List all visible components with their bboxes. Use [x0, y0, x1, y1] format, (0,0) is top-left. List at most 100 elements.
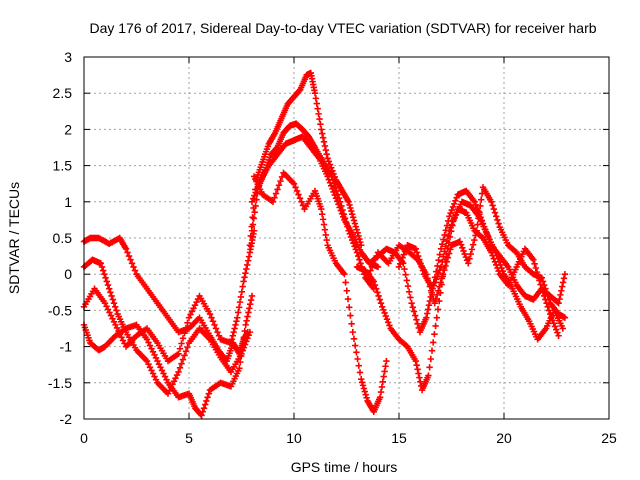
data-point	[98, 263, 106, 271]
data-point	[374, 289, 381, 296]
data-point	[495, 220, 502, 227]
data-point	[247, 300, 254, 308]
data-point	[435, 257, 442, 264]
data-point	[485, 235, 493, 243]
data-point	[353, 349, 360, 356]
data-point	[235, 309, 242, 316]
data-point	[424, 310, 431, 317]
data-point	[253, 196, 260, 203]
data-point	[179, 335, 187, 342]
data-point	[380, 373, 387, 380]
data-point	[110, 299, 118, 307]
data-point	[379, 378, 386, 385]
data-point	[246, 328, 254, 336]
data-point	[244, 335, 251, 342]
data-point	[397, 260, 404, 268]
data-point	[109, 296, 116, 303]
data-point	[240, 334, 248, 341]
data-point	[531, 260, 538, 268]
data-point	[433, 291, 441, 299]
data-point	[495, 267, 502, 275]
data-point	[319, 130, 326, 137]
data-point	[293, 187, 301, 195]
data-point	[441, 231, 448, 239]
data-point	[556, 295, 563, 303]
data-point	[127, 256, 134, 263]
data-point	[252, 189, 259, 196]
data-point	[555, 332, 562, 339]
data-point	[215, 332, 223, 339]
data-point	[417, 378, 424, 385]
data-point	[241, 274, 248, 281]
data-point	[441, 248, 448, 255]
data-point	[317, 121, 324, 128]
data-point	[376, 296, 383, 303]
data-point	[354, 355, 361, 363]
x-tick-label: 20	[496, 430, 512, 446]
data-point	[437, 245, 445, 253]
data-point	[490, 255, 497, 262]
data-point	[447, 246, 454, 253]
data-point	[551, 323, 559, 330]
data-point	[545, 307, 553, 314]
data-point	[491, 258, 499, 265]
data-point	[432, 322, 439, 330]
data-point	[446, 227, 453, 234]
data-point	[477, 202, 484, 210]
data-point	[377, 299, 385, 307]
data-point	[491, 209, 499, 216]
data-point	[451, 215, 458, 222]
data-point	[295, 191, 302, 198]
data-point	[347, 312, 354, 319]
data-point	[122, 245, 130, 253]
series-track-5	[246, 69, 365, 249]
data-point	[532, 264, 539, 272]
data-point	[440, 253, 447, 260]
data-point	[448, 221, 455, 228]
data-point	[252, 202, 259, 210]
data-point	[410, 308, 418, 315]
data-point	[418, 263, 425, 271]
data-point	[561, 271, 569, 278]
data-point	[239, 283, 246, 290]
data-point	[244, 313, 251, 320]
data-point	[438, 275, 446, 282]
data-point	[431, 279, 439, 286]
data-point	[358, 379, 366, 386]
data-point	[560, 275, 568, 282]
data-point	[328, 182, 335, 189]
x-tick-label: 25	[601, 430, 617, 446]
data-point	[181, 352, 188, 359]
data-point	[475, 207, 482, 215]
y-tick-label: 1	[64, 194, 72, 210]
data-point	[443, 222, 451, 229]
axis-ticks: 0 5 10 15 20 25 -2 -1.5 -1 -0.5 0 0.5 1 1.5 2 2.5 3	[48, 49, 617, 446]
data-point	[205, 390, 212, 397]
data-point	[275, 182, 283, 189]
data-point	[371, 281, 379, 289]
plot-frame	[83, 56, 610, 420]
data-point	[356, 369, 364, 376]
data-point	[471, 236, 478, 244]
y-tick-label: 0	[64, 266, 72, 282]
data-point	[367, 267, 374, 274]
data-point	[555, 299, 562, 307]
data-point	[536, 277, 543, 284]
data-point	[401, 265, 408, 273]
data-point	[377, 388, 385, 396]
data-point	[459, 244, 466, 252]
data-point	[365, 271, 373, 278]
y-tick-label: -1.5	[48, 375, 72, 391]
data-point	[320, 221, 328, 228]
data-point	[249, 214, 256, 221]
data-point	[436, 283, 443, 290]
data-point	[453, 194, 460, 201]
data-point	[348, 320, 355, 328]
data-point	[315, 110, 322, 118]
data-point	[374, 263, 382, 271]
data-point	[479, 220, 487, 227]
y-tick-label: 0.5	[53, 230, 73, 246]
data-point	[356, 256, 363, 263]
data-point	[370, 260, 377, 267]
